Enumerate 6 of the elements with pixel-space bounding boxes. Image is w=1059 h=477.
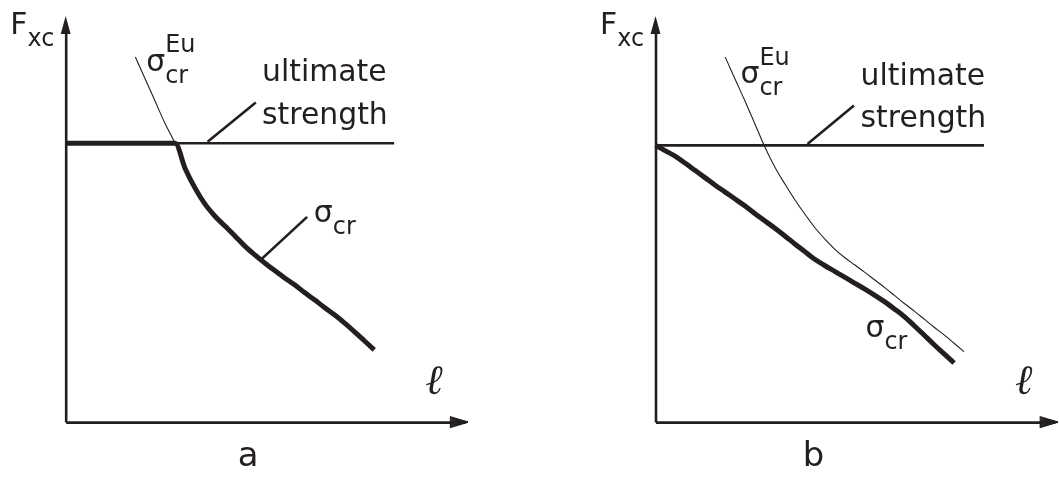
text: a [237, 434, 259, 474]
x-axis-title: ℓ [425, 357, 444, 404]
text: b [802, 434, 825, 474]
series-label: ultimate strength [262, 52, 388, 131]
x-axis-title: ℓ [1015, 357, 1034, 404]
series-label: ultimate strength [860, 56, 987, 135]
